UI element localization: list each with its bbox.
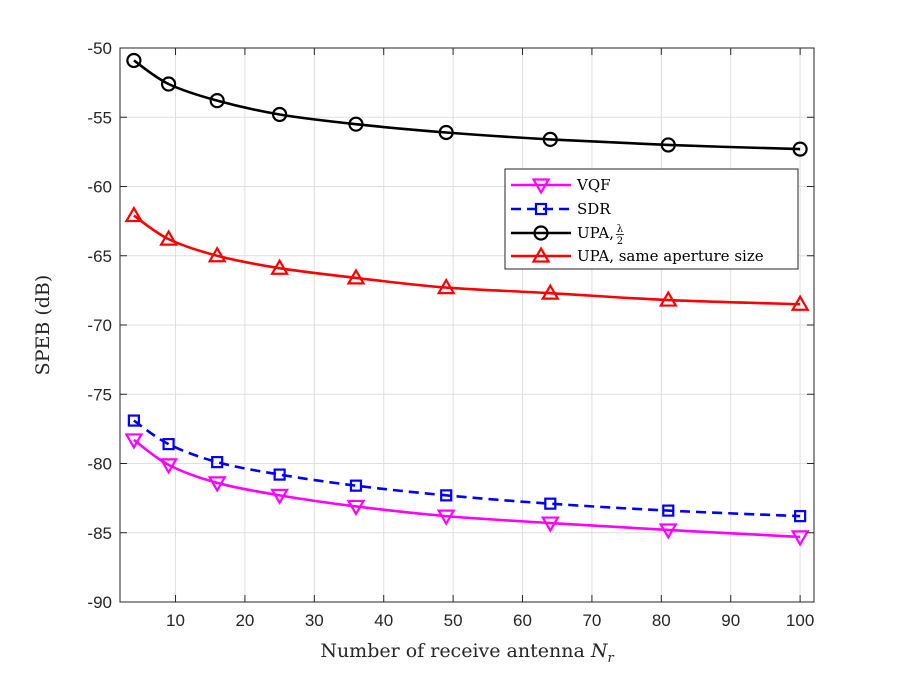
legend-marker bbox=[531, 246, 551, 263]
y-tick-label: -50 bbox=[87, 39, 112, 58]
data-point bbox=[207, 246, 227, 263]
data-point bbox=[794, 510, 807, 523]
legend-label-text: VQF bbox=[576, 176, 611, 194]
x-tick-label: 90 bbox=[721, 611, 740, 630]
y-tick-label: -60 bbox=[87, 178, 112, 197]
x-tick-label: 40 bbox=[374, 611, 393, 630]
x-tick-label: 50 bbox=[444, 611, 463, 630]
x-axis-label-subscript: r bbox=[607, 651, 614, 666]
x-axis-label: Number of receive antenna Nr bbox=[320, 640, 614, 666]
x-tick-label: 100 bbox=[786, 611, 814, 630]
data-point bbox=[662, 504, 675, 517]
legend-label-text: SDR bbox=[577, 200, 611, 218]
data-point bbox=[436, 277, 456, 295]
data-point bbox=[346, 268, 366, 285]
series-line bbox=[133, 214, 801, 306]
data-point bbox=[349, 479, 363, 492]
data-point bbox=[540, 516, 560, 533]
data-point bbox=[540, 283, 560, 300]
legend-label-text: UPA, same aperture size bbox=[577, 247, 764, 265]
y-tick-label: -65 bbox=[87, 247, 112, 266]
data-point bbox=[160, 76, 177, 92]
series-3 bbox=[124, 205, 810, 311]
series-group bbox=[124, 52, 810, 547]
data-point bbox=[660, 137, 676, 153]
legend-fraction-denominator: 2 bbox=[617, 236, 623, 247]
data-point bbox=[658, 290, 678, 307]
data-point bbox=[126, 52, 142, 69]
data-point bbox=[790, 294, 810, 311]
legend-label: UPA, bbox=[577, 224, 614, 242]
data-point bbox=[207, 476, 227, 493]
y-tick-label: -75 bbox=[87, 385, 112, 404]
legend-marker bbox=[534, 202, 548, 216]
y-axis-label: SPEB (dB) bbox=[32, 275, 54, 376]
series-line bbox=[133, 419, 801, 518]
data-point bbox=[124, 433, 144, 450]
legend-label: UPA, same aperture size bbox=[577, 247, 764, 265]
y-tick-label: -55 bbox=[87, 108, 112, 127]
y-tick-label: -90 bbox=[87, 593, 112, 612]
y-tick-label: -85 bbox=[87, 524, 112, 543]
data-point bbox=[270, 258, 290, 275]
data-point bbox=[124, 205, 144, 223]
data-point bbox=[792, 141, 808, 157]
data-point bbox=[273, 468, 286, 481]
legend-entry: UPA, same aperture size bbox=[511, 246, 764, 265]
legend-label: SDR bbox=[577, 200, 611, 218]
legend-label-text: UPA, bbox=[577, 224, 614, 242]
data-point bbox=[127, 414, 140, 427]
series-2 bbox=[126, 52, 808, 157]
data-point bbox=[436, 509, 456, 526]
data-point bbox=[272, 106, 288, 123]
legend-entry: SDR bbox=[511, 200, 611, 218]
data-point bbox=[159, 229, 178, 246]
x-tick-label: 10 bbox=[166, 611, 185, 630]
series-1 bbox=[127, 414, 807, 523]
data-point bbox=[346, 499, 366, 517]
data-point bbox=[658, 523, 678, 540]
data-point bbox=[209, 93, 225, 109]
legend-marker bbox=[531, 178, 551, 195]
x-tick-label: 80 bbox=[652, 611, 671, 630]
legend-entry: VQF bbox=[511, 176, 611, 195]
legend-entry: UPA, λ2 bbox=[511, 224, 624, 247]
data-point bbox=[211, 456, 224, 469]
data-point bbox=[544, 497, 557, 510]
axis-ticks: 10 20 30 40 50 60 70 80 90 100 -50 -55 -60 -65 -70 -75 -… bbox=[87, 39, 814, 630]
data-point bbox=[438, 124, 454, 141]
y-tick-label: -80 bbox=[87, 455, 112, 474]
data-point bbox=[790, 530, 810, 547]
x-tick-label: 30 bbox=[305, 611, 324, 630]
legend-label: VQF bbox=[576, 176, 611, 194]
data-point bbox=[348, 116, 364, 132]
data-point bbox=[440, 489, 453, 502]
x-tick-label: 60 bbox=[513, 611, 532, 630]
data-point bbox=[270, 488, 290, 506]
data-point bbox=[159, 458, 178, 475]
x-tick-label: 20 bbox=[235, 611, 254, 630]
legend-marker bbox=[533, 225, 549, 241]
legend-fraction-numerator: λ bbox=[617, 224, 624, 235]
data-point bbox=[542, 131, 558, 148]
x-axis-label-text: Number of receive antenna bbox=[320, 640, 584, 662]
y-tick-label: -70 bbox=[87, 316, 112, 335]
x-axis-label-symbol: N bbox=[590, 640, 609, 662]
data-point bbox=[162, 438, 175, 451]
x-tick-label: 70 bbox=[582, 611, 601, 630]
series-0 bbox=[124, 433, 810, 547]
